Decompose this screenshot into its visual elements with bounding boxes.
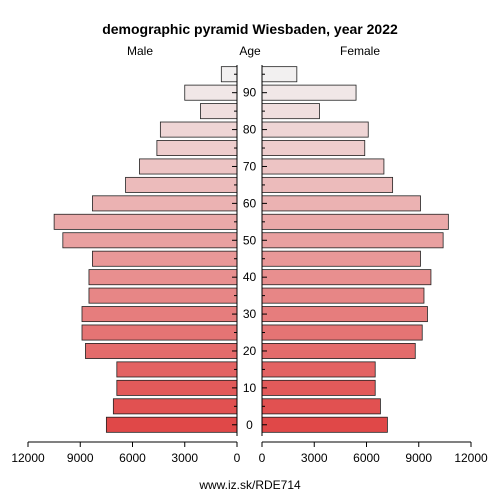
male-bar <box>53 213 238 230</box>
male-header: Male <box>127 44 153 58</box>
female-bar <box>261 324 423 341</box>
age-tick-label: 30 <box>243 307 257 321</box>
x-tick-label: 0 <box>234 451 241 465</box>
female-bar <box>261 306 428 323</box>
x-tick-label: 12000 <box>454 451 488 465</box>
female-bar <box>261 379 376 396</box>
female-bar <box>261 84 357 101</box>
female-bar <box>261 361 376 378</box>
female-bar <box>261 287 425 304</box>
age-tick-label: 90 <box>243 86 257 100</box>
female-bar <box>261 195 421 212</box>
male-bar <box>116 379 238 396</box>
age-tick-label: 60 <box>243 196 257 210</box>
male-bar <box>88 287 238 304</box>
female-bar <box>261 158 385 175</box>
age-tick-label: 40 <box>243 270 257 284</box>
source-label: www.iz.sk/RDE714 <box>198 478 301 492</box>
age-tick-label: 80 <box>243 123 257 137</box>
x-tick-label: 12000 <box>11 451 45 465</box>
x-tick-label: 3000 <box>171 451 198 465</box>
female-bar <box>261 140 366 156</box>
male-bar <box>88 269 238 286</box>
x-tick-label: 3000 <box>301 451 328 465</box>
male-bar <box>139 158 238 175</box>
male-bar <box>81 306 238 323</box>
x-tick-label: 0 <box>259 451 266 465</box>
x-tick-label: 9000 <box>67 451 94 465</box>
female-bar <box>261 398 381 415</box>
male-bar <box>112 398 238 415</box>
age-header: Age <box>239 44 261 58</box>
female-bar <box>261 213 449 230</box>
female-bar <box>261 66 298 83</box>
male-bar <box>200 103 238 120</box>
male-bar <box>81 324 238 341</box>
female-bar <box>261 103 320 120</box>
female-bar <box>261 176 394 193</box>
male-bar <box>116 361 238 378</box>
male-bar <box>159 121 238 138</box>
x-tick-label: 6000 <box>353 451 380 465</box>
x-tick-label: 9000 <box>405 451 432 465</box>
age-tick-label: 70 <box>243 159 257 173</box>
chart-title: demographic pyramid Wiesbaden, year 2022 <box>102 21 398 37</box>
male-bar <box>125 176 238 193</box>
age-tick-label: 20 <box>243 344 257 358</box>
female-bar <box>261 250 421 267</box>
female-x-axis: 0 3000 6000 9000 12000 <box>259 441 488 465</box>
age-tick-label: 0 <box>246 418 253 432</box>
female-bar <box>261 232 444 249</box>
male-x-axis: 0 3000 6000 9000 12000 <box>11 441 241 465</box>
female-bars <box>261 66 449 433</box>
age-tick-label: 10 <box>243 381 257 395</box>
female-bar <box>261 121 369 138</box>
male-bar <box>184 84 238 101</box>
male-bar <box>156 140 238 156</box>
male-bar <box>92 250 238 267</box>
age-tick-label: 50 <box>243 233 257 247</box>
female-bar <box>261 343 416 359</box>
age-axis: 0 10 20 30 40 50 60 70 80 90 <box>232 65 267 436</box>
female-bar <box>261 416 388 433</box>
male-bar <box>62 232 238 249</box>
male-bar <box>85 343 238 359</box>
male-bars <box>53 66 238 433</box>
female-bar <box>261 269 432 286</box>
female-header: Female <box>340 44 380 58</box>
x-tick-label: 6000 <box>119 451 146 465</box>
male-bar <box>105 416 238 433</box>
male-bar <box>92 195 238 212</box>
